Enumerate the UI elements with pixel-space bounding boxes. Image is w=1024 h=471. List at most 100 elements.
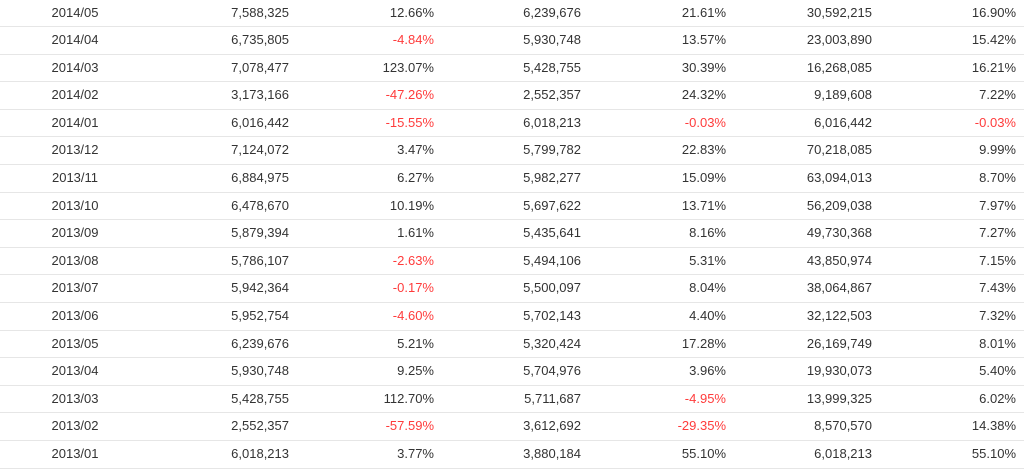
value-1-cell: 6,478,670 [231,197,289,213]
period-cell: 2013/09 [51,225,99,241]
percent-3-cell: 16.21% [971,59,1016,75]
percent-2-cell: 17.28% [681,335,726,351]
period-cell: 2013/06 [51,307,99,323]
value-3-cell: 30,592,215 [806,5,872,20]
percent-1-cell: -0.17% [392,280,434,296]
percent-1-cell: -47.26% [385,87,434,103]
percent-1-cell: -57.59% [385,418,434,434]
percent-1-cell: 123.07% [382,59,434,75]
percent-3-cell: 7.22% [979,87,1016,103]
table-row: 2013/11 6,884,975 6.27% 5,982,277 15.09% 63,0… [0,165,1024,193]
period-cell: 2013/10 [51,197,99,213]
table-row: 2013/12 7,124,072 3.47% 5,799,782 22.83% 70,2… [0,137,1024,165]
table-row: 2013/10 6,478,670 10.19% 5,697,622 13.71% 56,… [0,193,1024,221]
percent-2-cell: -29.35% [677,418,726,434]
percent-2-cell: 4.40% [689,307,726,323]
percent-3-cell: 15.42% [971,32,1016,47]
percent-3-cell: 9.99% [979,142,1016,158]
value-2-cell: 5,697,622 [523,197,581,213]
value-2-cell: 5,494,106 [523,252,581,268]
value-1-cell: 6,239,676 [231,335,289,351]
table-row: 2014/04 6,735,805 -4.84% 5,930,748 13.57% 23,… [0,27,1024,55]
value-3-cell: 38,064,867 [806,280,872,296]
percent-3-cell: 8.70% [979,169,1016,185]
value-2-cell: 5,704,976 [523,363,581,379]
table-row: 2013/03 5,428,755 112.70% 5,711,687 -4.95% 13… [0,386,1024,414]
percent-1-cell: 10.19% [389,197,434,213]
table-row: 2013/02 2,552,357 -57.59% 3,612,692 -29.35% 8… [0,413,1024,441]
period-cell: 2014/01 [51,114,99,130]
percent-2-cell: 21.61% [681,5,726,20]
table-row: 2013/06 5,952,754 -4.60% 5,702,143 4.40% 32,1… [0,303,1024,331]
percent-1-cell: 3.77% [397,445,434,461]
percent-2-cell: 15.09% [681,169,726,185]
percent-3-cell: 6.02% [979,390,1016,406]
value-1-cell: 6,018,213 [231,445,289,461]
table-row: 2013/09 5,879,394 1.61% 5,435,641 8.16% 49,73… [0,220,1024,248]
value-1-cell: 7,124,072 [231,142,289,158]
table-row: 2013/01 6,018,213 3.77% 3,880,184 55.10% 6,01… [0,441,1024,469]
value-2-cell: 5,711,687 [524,390,581,406]
period-cell: 2013/05 [51,335,99,351]
period-cell: 2013/04 [51,363,99,379]
value-3-cell: 16,268,085 [806,59,872,75]
percent-1-cell: 6.27% [397,169,434,185]
value-1-cell: 5,879,394 [231,225,289,241]
period-cell: 2013/01 [51,445,99,461]
value-2-cell: 5,930,748 [523,32,581,47]
table-row: 2014/03 7,078,477 123.07% 5,428,755 30.39% 16… [0,55,1024,83]
percent-1-cell: -4.60% [392,307,434,323]
value-1-cell: 6,884,975 [231,169,289,185]
value-3-cell: 8,570,570 [814,418,872,434]
period-cell: 2014/02 [51,87,99,103]
period-cell: 2013/07 [51,280,99,296]
percent-1-cell: 112.70% [383,390,434,406]
percent-1-cell: 12.66% [389,5,434,20]
period-cell: 2013/08 [51,252,99,268]
value-3-cell: 23,003,890 [806,32,872,47]
percent-2-cell: -4.95% [684,390,726,406]
percent-2-cell: -0.03% [684,114,726,130]
table-row: 2013/07 5,942,364 -0.17% 5,500,097 8.04% 38,0… [0,275,1024,303]
table-row: 2014/01 6,016,442 -15.55% 6,018,213 -0.03% 6,… [0,110,1024,138]
value-1-cell: 5,428,755 [231,390,289,406]
value-2-cell: 6,018,213 [523,114,581,130]
percent-3-cell: 5.40% [979,363,1016,379]
percent-3-cell: 7.43% [979,280,1016,296]
value-3-cell: 6,018,213 [814,445,872,461]
percent-2-cell: 24.32% [681,87,726,103]
value-1-cell: 7,588,325 [231,5,289,20]
value-2-cell: 6,239,676 [523,5,581,20]
percent-1-cell: 1.61% [397,225,434,241]
period-cell: 2013/11 [51,169,99,185]
value-3-cell: 26,169,749 [806,335,872,351]
percent-3-cell: 14.38% [971,418,1016,434]
value-2-cell: 5,428,755 [523,59,581,75]
value-1-cell: 5,930,748 [231,363,289,379]
percent-3-cell: 7.15% [979,252,1016,268]
value-3-cell: 32,122,503 [806,307,872,323]
percent-2-cell: 55.10% [681,445,726,461]
value-3-cell: 9,189,608 [814,87,872,103]
percent-1-cell: -15.55% [385,114,434,130]
percent-3-cell: -0.03% [974,114,1016,130]
percent-2-cell: 13.71% [681,197,726,213]
percent-2-cell: 30.39% [681,59,726,75]
period-cell: 2014/03 [51,59,99,75]
period-cell: 2014/05 [51,5,99,20]
value-1-cell: 5,786,107 [231,252,289,268]
percent-3-cell: 16.90% [971,5,1016,20]
percent-2-cell: 8.04% [689,280,726,296]
value-1-cell: 3,173,166 [231,87,289,103]
table-row: 2013/05 6,239,676 5.21% 5,320,424 17.28% 26,1… [0,331,1024,359]
percent-3-cell: 7.27% [979,225,1016,241]
value-3-cell: 70,218,085 [806,142,872,158]
percent-3-cell: 7.32% [979,307,1016,323]
percent-1-cell: 9.25% [397,363,434,379]
percent-1-cell: -2.63% [392,252,434,268]
table-row: 2014/05 7,588,325 12.66% 6,239,676 21.61% 30,… [0,0,1024,27]
percent-2-cell: 8.16% [689,225,726,241]
value-3-cell: 43,850,974 [806,252,872,268]
value-3-cell: 13,999,325 [806,390,872,406]
